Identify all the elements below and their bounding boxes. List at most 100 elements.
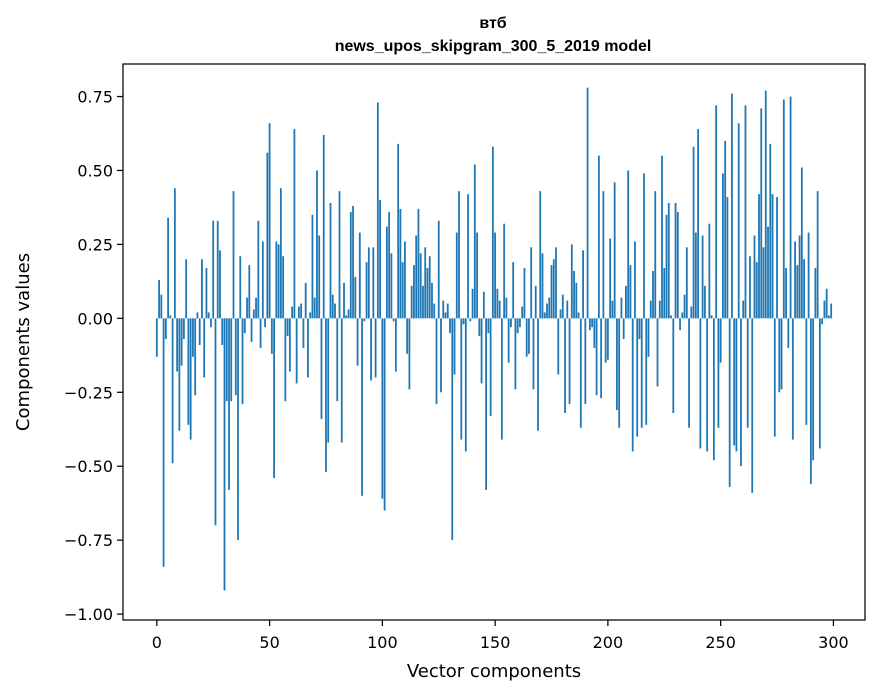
bar	[573, 271, 575, 319]
bar	[437, 220, 440, 319]
x-axis-label: Vector components	[407, 661, 581, 682]
y-tick-label: 0.50	[77, 161, 113, 180]
bar	[410, 285, 413, 319]
bar	[467, 194, 469, 319]
bar	[205, 268, 208, 319]
bar	[164, 318, 167, 340]
bar	[406, 318, 409, 354]
bar	[291, 306, 294, 319]
bar	[178, 318, 181, 431]
bar	[674, 203, 677, 319]
bar	[778, 318, 781, 393]
bar	[185, 259, 188, 319]
bar	[404, 241, 406, 319]
bar	[394, 318, 397, 372]
bar	[640, 318, 643, 428]
bar	[667, 203, 670, 319]
bar	[485, 318, 487, 490]
bar	[613, 182, 616, 319]
bar	[791, 318, 794, 440]
bar	[780, 318, 783, 390]
bar	[652, 271, 654, 319]
bar	[455, 232, 458, 319]
bar	[279, 188, 282, 319]
bar	[401, 262, 404, 319]
bar	[582, 250, 584, 319]
bar	[818, 318, 821, 449]
bar	[699, 318, 702, 449]
bar	[609, 238, 612, 319]
bar	[516, 318, 519, 334]
bar	[694, 232, 697, 319]
bar	[334, 303, 336, 319]
bar	[512, 262, 515, 319]
x-axis-ticks: 0 50 100 150 200 250 300	[152, 620, 849, 652]
bar	[530, 247, 533, 319]
bar	[331, 294, 334, 319]
bar	[162, 318, 165, 567]
bar	[381, 318, 384, 499]
bar	[584, 318, 587, 405]
bar	[210, 318, 212, 328]
bar	[275, 241, 278, 319]
bar	[451, 318, 454, 541]
bar	[388, 211, 391, 319]
bar	[325, 318, 327, 473]
bar	[318, 235, 321, 319]
bar	[435, 318, 438, 405]
bar	[703, 285, 706, 319]
bar	[724, 140, 727, 319]
bar	[311, 214, 314, 319]
bar	[620, 297, 623, 319]
bar	[214, 318, 217, 526]
bar	[746, 318, 749, 428]
bar	[478, 318, 481, 337]
bar	[681, 312, 684, 319]
bar	[577, 312, 580, 319]
bar	[749, 256, 751, 319]
bar	[313, 297, 316, 319]
bar	[473, 164, 476, 319]
bar	[363, 318, 366, 322]
bar	[602, 191, 605, 319]
bar	[514, 318, 517, 390]
bar	[309, 312, 312, 319]
bar	[250, 318, 253, 342]
bar	[762, 247, 765, 319]
bar	[261, 241, 264, 319]
bar	[823, 300, 826, 319]
bar	[731, 93, 733, 319]
bar	[365, 262, 368, 319]
bar	[568, 318, 571, 405]
bar	[347, 309, 350, 319]
bar	[270, 318, 273, 354]
bar	[616, 318, 618, 411]
bar	[631, 318, 634, 452]
bar	[469, 318, 472, 322]
bar	[399, 208, 402, 319]
bar	[670, 315, 672, 319]
x-tick-label: 50	[259, 633, 279, 652]
bar	[579, 318, 582, 428]
bar	[491, 146, 494, 319]
bar	[519, 318, 521, 328]
bar	[541, 253, 544, 319]
bar	[352, 205, 354, 319]
bar	[367, 247, 370, 319]
bar	[338, 191, 341, 319]
bar	[758, 194, 760, 319]
bar	[460, 318, 463, 440]
bar	[498, 300, 501, 319]
bar	[773, 318, 776, 437]
bar	[194, 318, 197, 396]
bar	[708, 223, 711, 319]
bar	[307, 318, 309, 378]
bar	[356, 318, 359, 366]
y-tick-label: 0.00	[77, 309, 113, 328]
bar	[320, 318, 323, 419]
bar	[588, 318, 591, 331]
bar	[383, 318, 386, 511]
bar	[239, 256, 242, 319]
bar	[661, 155, 663, 319]
